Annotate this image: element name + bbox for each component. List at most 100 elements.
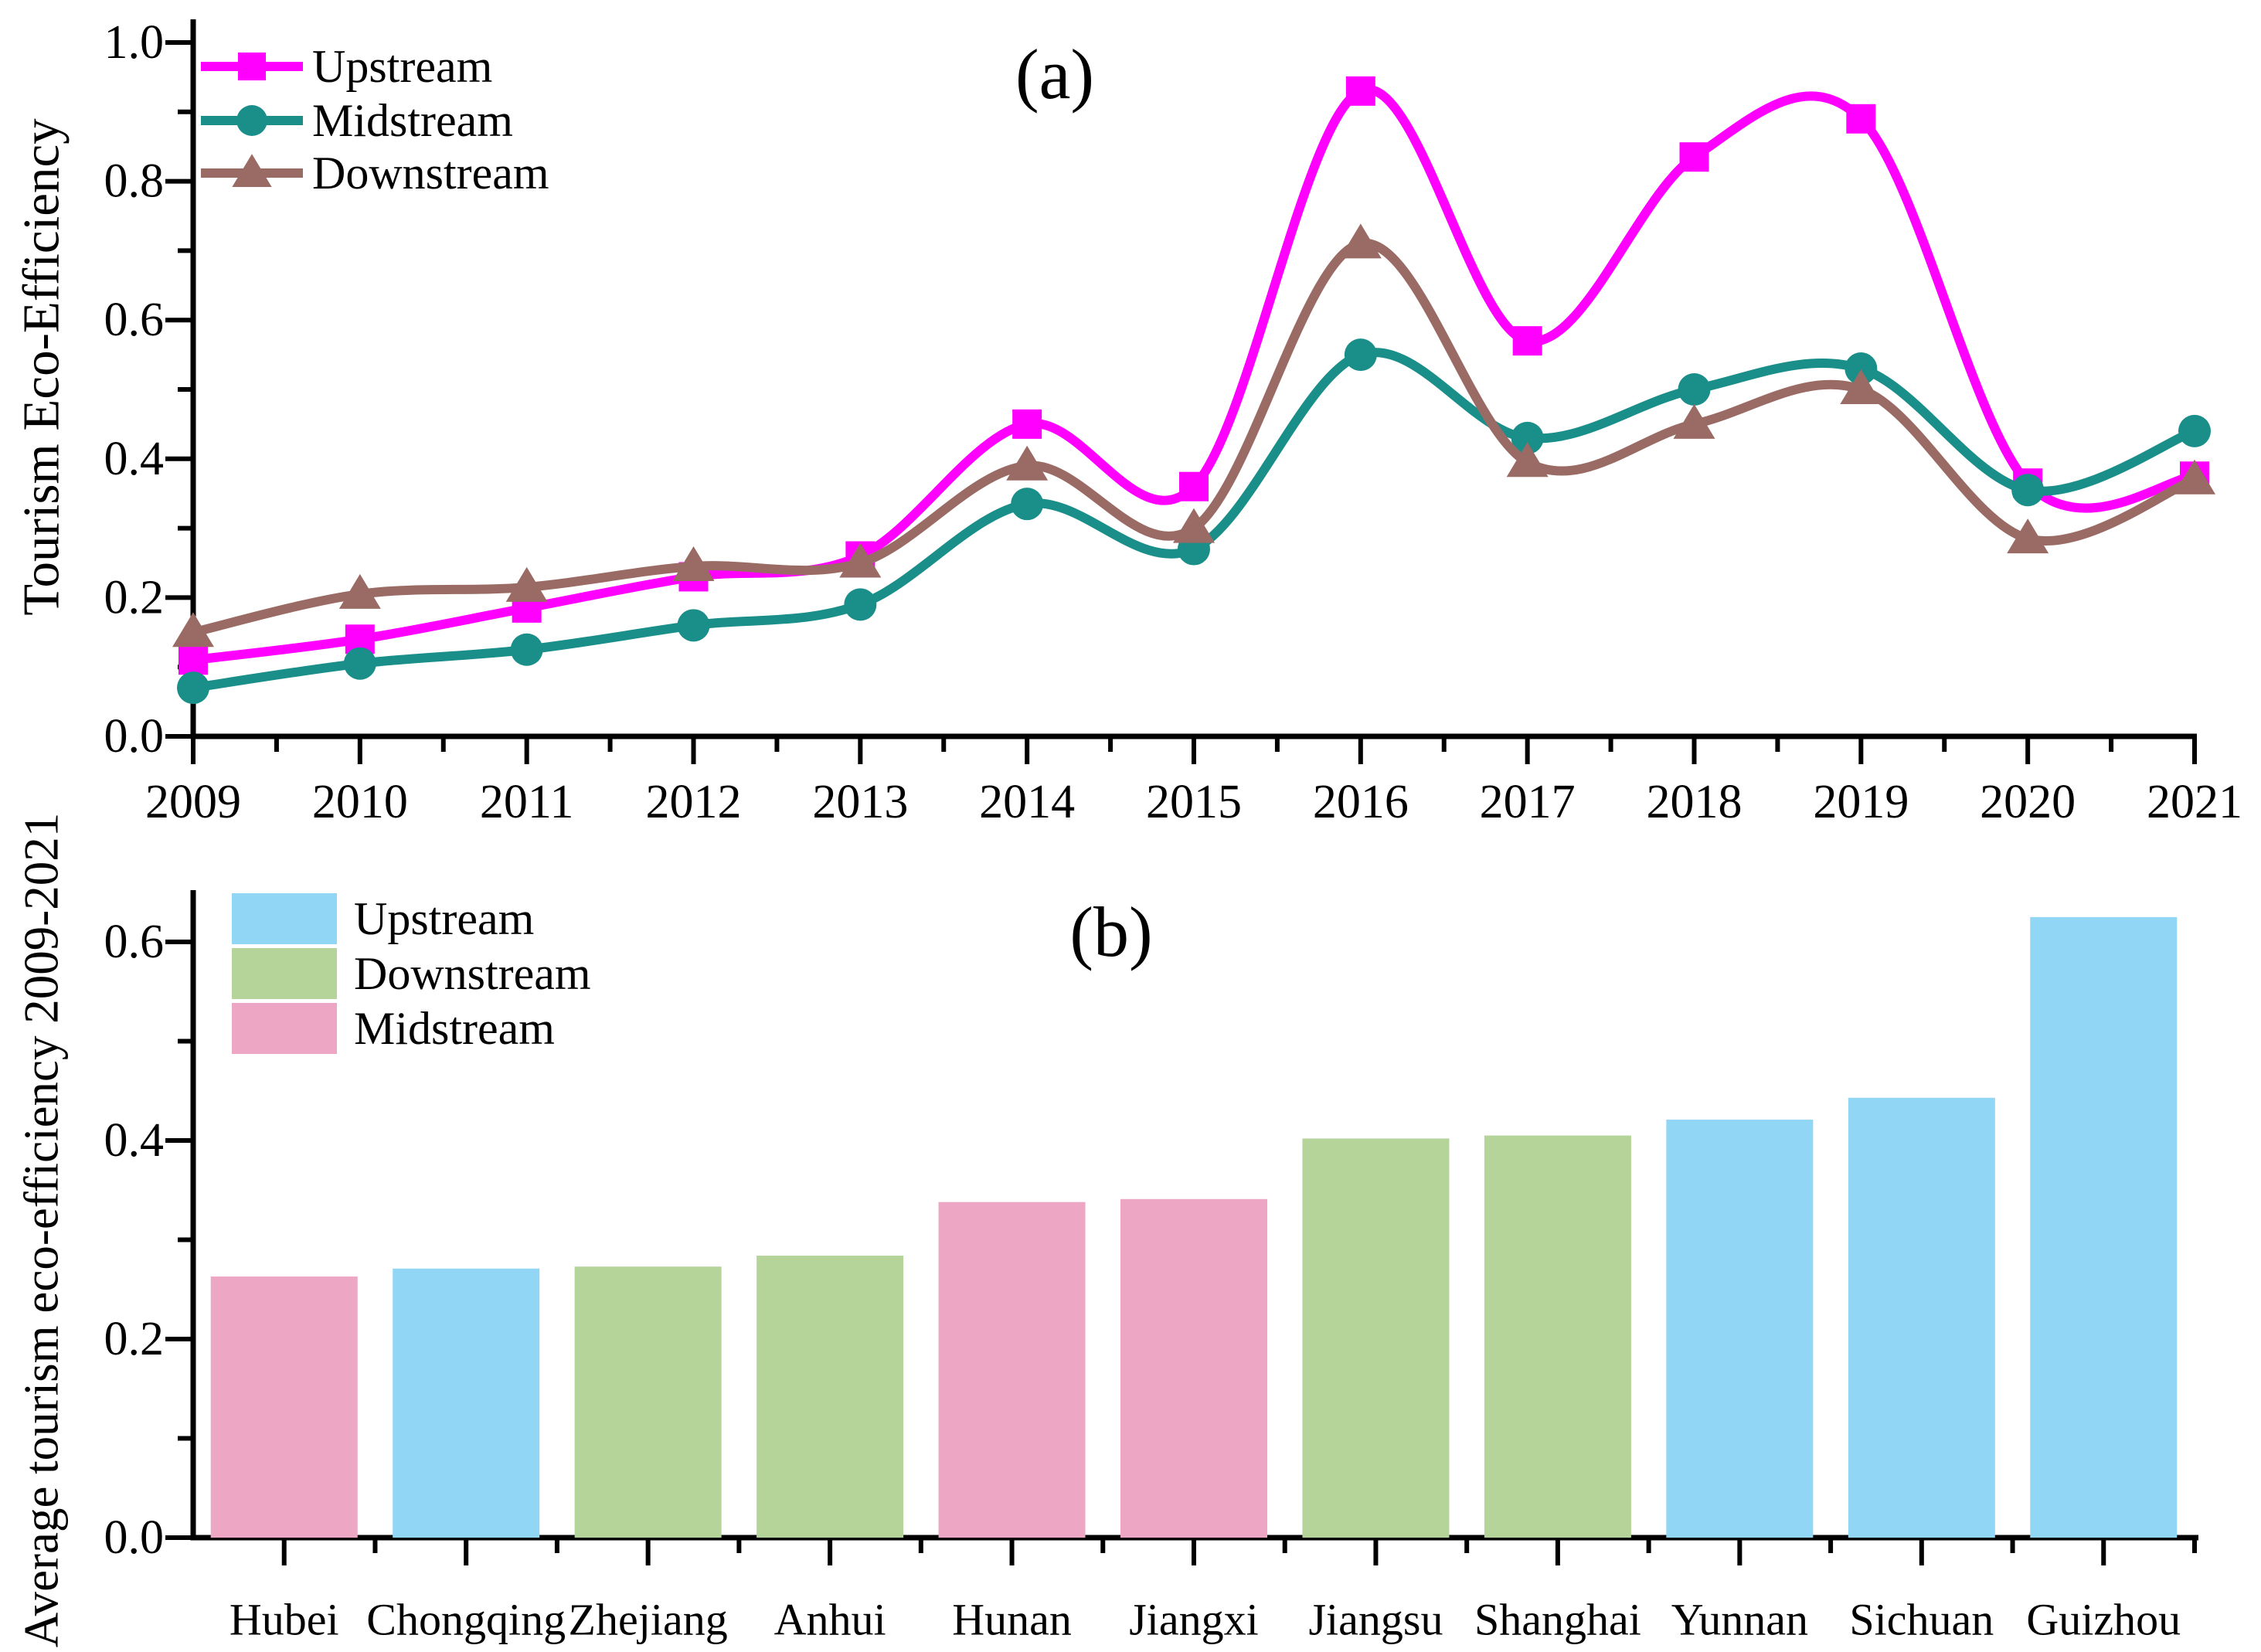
midstream-circle-marker — [343, 647, 376, 680]
panel-a-series-midstream — [177, 338, 2211, 705]
bar-zhejiang — [574, 1266, 722, 1538]
downstream-triangle-marker — [172, 612, 214, 648]
upstream-curve — [189, 84, 2199, 665]
legend-label-upstream: Upstream — [312, 41, 492, 92]
midstream-circle-marker — [177, 671, 209, 705]
panel-b-x-tick-label: Shanghai — [1474, 1595, 1641, 1645]
downstream-triangle-marker — [2007, 518, 2049, 554]
downstream-triangle-marker — [1339, 223, 1382, 259]
panel-b-x-tick-label: Zhejiang — [569, 1595, 728, 1645]
bar-hunan — [938, 1202, 1086, 1538]
downstream-triangle-marker — [1173, 508, 1215, 543]
upstream-square-marker — [1179, 471, 1209, 501]
panel-b-x-tick-label: Hunan — [952, 1595, 1072, 1645]
downstream-triangle-marker — [672, 546, 715, 581]
downstream-curve — [189, 239, 2199, 637]
panel-b-x-tick-label: Sichuan — [1849, 1595, 1994, 1645]
panel-b: 0.0 0.2 0.4 0.6 Hubei Chongqing Zhejiang Anhui H… — [104, 890, 2198, 1645]
panel-b-x-tick-label: Hubei — [230, 1595, 339, 1645]
downstream-triangle-marker — [1840, 369, 1882, 404]
panel-a-y-tick-label: 0.0 — [104, 710, 165, 763]
panel-b-x-tick-label: Anhui — [774, 1595, 886, 1645]
bar-yunnan — [1666, 1120, 1814, 1538]
downstream-triangle-marker — [505, 566, 548, 602]
midstream-circle-marker — [2178, 414, 2211, 447]
midstream-circle-marker — [1844, 352, 1878, 386]
panel-a-x-tick-label: 2014 — [979, 776, 1075, 828]
upstream-legend-swatch — [232, 893, 337, 944]
midstream-circle-marker — [510, 633, 543, 666]
panel-b-x-tick-label: Jiangxi — [1129, 1595, 1259, 1645]
legend-label-midstream: Midstream — [354, 1003, 555, 1054]
downstream-legend-marker — [232, 154, 272, 188]
legend-label-upstream: Upstream — [354, 893, 534, 944]
midstream-circle-marker — [1511, 421, 1544, 454]
panel-b-y-tick-label: 0.4 — [104, 1114, 165, 1167]
panel-b-y-axis-title: Average tourism eco-efficiency 2009-2021 — [14, 812, 69, 1648]
legend-label-downstream: Downstream — [312, 148, 549, 199]
panel-b-y-tick-label: 0.2 — [104, 1313, 165, 1365]
bar-hubei — [210, 1276, 358, 1538]
downstream-triangle-marker — [1506, 442, 1549, 478]
panel-a-x-tick-label: 2017 — [1480, 776, 1576, 828]
midstream-circle-marker — [677, 609, 710, 642]
panel-a-y-tick-label: 0.8 — [104, 155, 165, 208]
panel-a-y-tick-label: 0.4 — [104, 433, 165, 485]
downstream-legend-swatch — [232, 948, 337, 999]
bar-chongqing — [393, 1268, 540, 1538]
panel-a: 0.0 0.2 0.4 0.6 0.8 1.0 2009 2010 2011 2012 2013 20… — [104, 16, 2243, 828]
panel-a-x-tick-label: 2020 — [1980, 776, 2076, 828]
bar-shanghai — [1484, 1135, 1631, 1538]
panel-a-y-tick-label: 0.6 — [104, 294, 165, 346]
panel-b-x-tick-label: Yunnan — [1671, 1595, 1808, 1645]
upstream-square-marker — [1846, 104, 1876, 134]
panel-a-x-tick-label: 2010 — [312, 776, 408, 828]
panel-a-x-tick-label: 2013 — [812, 776, 908, 828]
upstream-square-marker — [1345, 76, 1375, 106]
panel-b-label: (b) — [1069, 892, 1153, 971]
panel-a-label: (a) — [1015, 35, 1095, 114]
panel-a-x-tick-label: 2012 — [646, 776, 742, 828]
midstream-circle-marker — [1344, 338, 1377, 372]
panel-b-x-tick-label: Jiangsu — [1308, 1595, 1443, 1645]
legend-item-downstream: Downstream — [201, 148, 549, 199]
panel-b-y-tick-label: 0.0 — [104, 1511, 165, 1564]
panel-a-series-downstream — [172, 223, 2215, 648]
upstream-square-marker — [178, 645, 208, 675]
midstream-circle-marker — [2011, 474, 2045, 507]
midstream-legend-swatch — [232, 1003, 337, 1054]
panel-a-x-tick-label: 2019 — [1813, 776, 1909, 828]
downstream-triangle-marker — [839, 542, 882, 578]
panel-a-x-tick-label: 2021 — [2147, 776, 2242, 828]
legend-item-downstream: Downstream — [232, 948, 591, 999]
panel-a-x-tick-label: 2009 — [145, 776, 241, 828]
panel-a-y-axis-title: Tourism Eco-Efficiency — [12, 118, 70, 616]
bar-jiangxi — [1120, 1198, 1267, 1538]
legend-label-midstream: Midstream — [312, 95, 513, 146]
panel-b-y-tick-label: 0.6 — [104, 916, 165, 968]
panel-a-axes — [165, 19, 2197, 764]
panel-a-y-tick-label: 0.2 — [104, 571, 165, 624]
panel-a-x-tick-label: 2011 — [480, 776, 574, 828]
bar-sichuan — [1848, 1097, 1995, 1538]
upstream-square-marker — [1512, 326, 1542, 356]
downstream-triangle-marker — [338, 573, 381, 609]
legend-label-downstream: Downstream — [354, 948, 591, 999]
midstream-legend-marker — [236, 105, 267, 136]
midstream-circle-marker — [844, 588, 877, 621]
downstream-triangle-marker — [1006, 445, 1049, 481]
bar-guizhou — [2030, 916, 2178, 1538]
legend-item-midstream: Midstream — [232, 1003, 555, 1054]
upstream-square-marker — [1012, 409, 1042, 439]
downstream-triangle-marker — [1673, 403, 1715, 439]
upstream-square-marker — [1679, 142, 1709, 172]
downstream-triangle-marker — [2174, 459, 2215, 495]
panel-b-x-tick-label: Guizhou — [2026, 1595, 2181, 1645]
bar-anhui — [756, 1256, 904, 1538]
midstream-circle-marker — [1678, 373, 1711, 406]
legend-item-upstream: Upstream — [201, 41, 492, 92]
